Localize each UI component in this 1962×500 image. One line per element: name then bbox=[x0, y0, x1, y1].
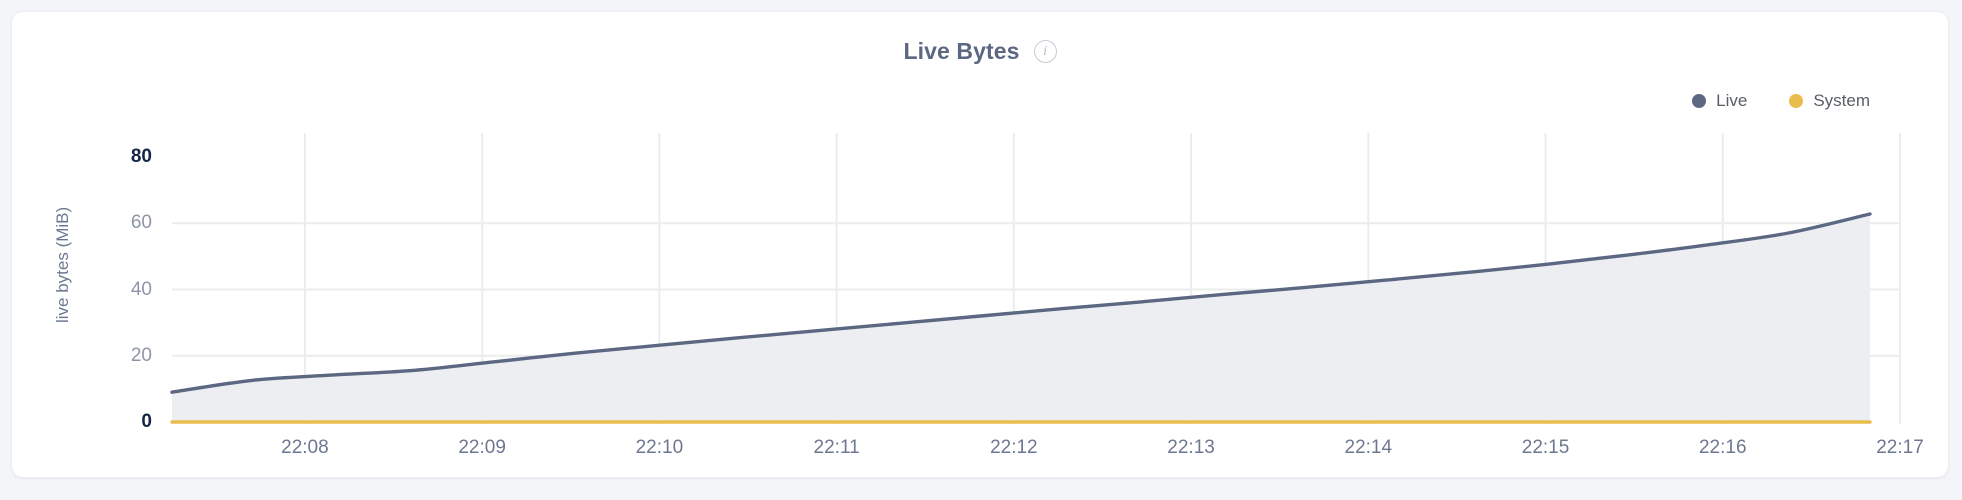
legend-swatch-live bbox=[1692, 94, 1707, 108]
info-icon[interactable]: i bbox=[1033, 40, 1057, 63]
y-tick-label: 20 bbox=[130, 344, 152, 366]
area-fill-live bbox=[172, 213, 1870, 422]
legend-swatch-system bbox=[1789, 94, 1804, 108]
y-tick-label: 80 bbox=[130, 146, 152, 167]
legend-item-system[interactable]: System bbox=[1789, 91, 1870, 111]
x-tick-label: 22:08 bbox=[281, 437, 329, 458]
x-tick-label: 22:10 bbox=[635, 437, 684, 458]
chart-legend: Live System bbox=[1692, 91, 1870, 111]
chart-canvas bbox=[170, 133, 1901, 424]
y-tick-label: 60 bbox=[130, 212, 152, 234]
y-tick-label: 40 bbox=[130, 278, 152, 300]
y-axis-ticks: 0 20 40 60 80 bbox=[80, 12, 152, 477]
x-tick-label: 22:12 bbox=[990, 437, 1038, 458]
plot-area: live bytes (MiB) 0 20 40 60 80 22:08 22:09 22:… bbox=[12, 12, 1948, 477]
x-tick-label: 22:16 bbox=[1698, 437, 1747, 458]
x-axis-ticks: 22:08 22:09 22:10 22:11 22:12 22:13 22:14 22:15… bbox=[12, 437, 1948, 467]
x-tick-label: 22:11 bbox=[813, 437, 860, 458]
x-tick-label: 22:14 bbox=[1344, 437, 1393, 458]
legend-item-live[interactable]: Live bbox=[1692, 91, 1747, 111]
x-tick-label: 22:09 bbox=[458, 437, 506, 458]
x-tick-label: 22:17 bbox=[1876, 437, 1924, 458]
x-tick-label: 22:13 bbox=[1167, 437, 1215, 458]
series-line-live bbox=[170, 212, 1872, 394]
live-bytes-card: Live Bytes i Live System live bytes (MiB… bbox=[11, 11, 1949, 478]
y-tick-label: 0 bbox=[141, 411, 152, 432]
legend-label-live: Live bbox=[1716, 91, 1748, 110]
legend-label-system: System bbox=[1813, 91, 1870, 110]
x-tick-label: 22:15 bbox=[1521, 437, 1570, 458]
